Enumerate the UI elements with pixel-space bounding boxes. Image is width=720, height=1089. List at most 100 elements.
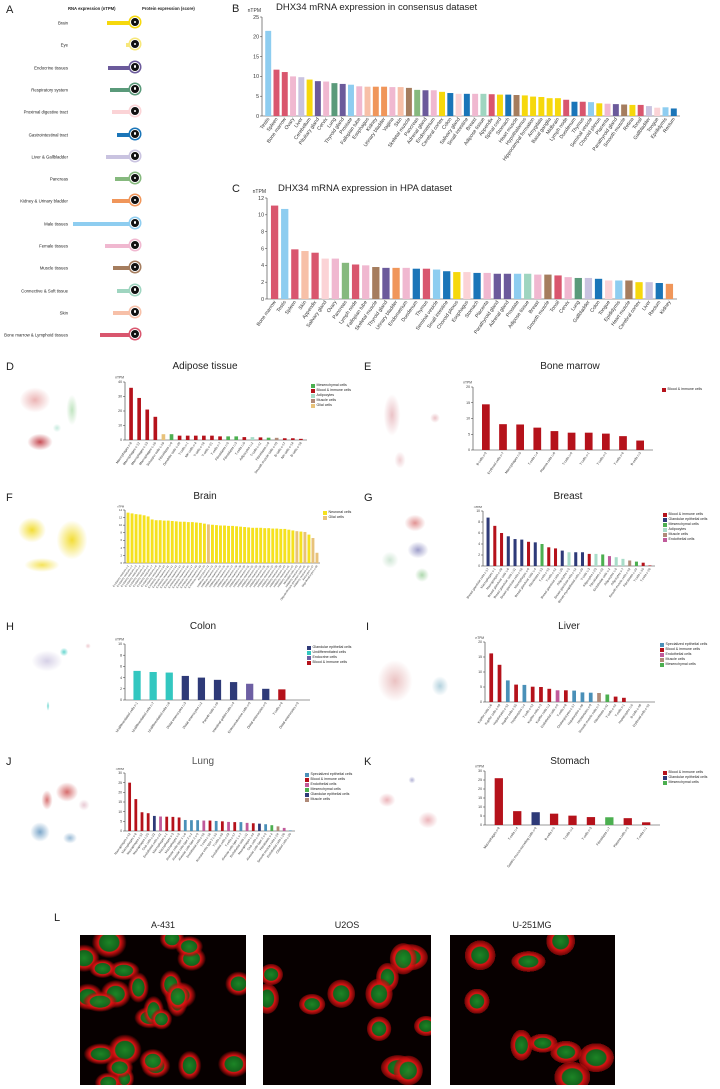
bar — [493, 525, 497, 566]
legend-swatch — [663, 527, 667, 532]
if-image-a431 — [80, 935, 246, 1085]
y-tick-label: 40 — [118, 380, 122, 384]
legend-label: Endothelial cells — [668, 537, 695, 541]
bar — [594, 553, 598, 566]
legend-label: Glandular epithelial cells — [312, 645, 352, 649]
y-tick-label: 8 — [120, 653, 122, 657]
bar — [499, 424, 507, 450]
rna-bar — [113, 266, 133, 271]
tissue-row: Respiratory system — [0, 82, 150, 98]
tissue-icon — [130, 83, 140, 94]
bar — [126, 512, 130, 563]
y-tick-label: 4 — [478, 542, 480, 546]
bar — [572, 690, 577, 702]
bar — [588, 692, 593, 702]
legend-item: Mesenchymal cells — [660, 662, 707, 667]
rna-bar — [116, 132, 133, 137]
y-tick-label: 4 — [120, 676, 122, 680]
bar — [538, 96, 545, 116]
y-tick-label: 20 — [478, 640, 482, 644]
bar — [283, 528, 287, 563]
bar — [621, 558, 625, 566]
tissue-icon — [130, 61, 140, 72]
bar — [550, 431, 559, 450]
bar — [169, 434, 174, 440]
x-tick-label: T-cells c-3 — [581, 826, 593, 841]
y-tick-label: 0 — [478, 564, 480, 568]
bar — [348, 84, 354, 116]
bar — [472, 93, 479, 116]
rna-bar — [107, 21, 133, 25]
x-tick-label: T-cells c-5 — [234, 441, 246, 456]
tissue-row: Kidney & Urinary bladder — [0, 193, 150, 209]
bar — [307, 534, 311, 563]
bar — [586, 817, 596, 825]
umap-colon — [12, 636, 92, 721]
chart-title-bone-marrow: Bone marrow — [540, 361, 600, 372]
tissue-row: Muscle tissues — [0, 260, 150, 276]
bar — [547, 547, 551, 566]
bar — [129, 387, 133, 440]
x-tick-label: Liver — [293, 116, 304, 129]
y-tick-label: 2 — [120, 687, 122, 691]
legend-label: Adipocytes — [668, 527, 687, 531]
tissue-label: Female tissues — [39, 243, 68, 249]
bar — [146, 516, 150, 563]
y-axis-label: nTPM — [475, 765, 484, 769]
x-tick-label: T-cells c-8 — [556, 703, 568, 717]
bar — [494, 778, 503, 825]
y-tick-label: 6 — [261, 246, 264, 252]
bar — [549, 813, 559, 825]
panel-letter-b: B — [232, 3, 240, 15]
y-tick-label: 0 — [256, 114, 259, 120]
legend-swatch — [307, 655, 311, 660]
legend-item: Mesenchymal cells — [663, 780, 707, 785]
bar — [563, 690, 568, 702]
y-tick-label: 0 — [468, 448, 470, 452]
bar — [153, 416, 158, 440]
bar — [274, 437, 279, 440]
y-tick-label: 5 — [480, 685, 482, 689]
bar — [554, 275, 562, 299]
legend-label: Glial cells — [328, 515, 344, 519]
bar — [245, 822, 249, 831]
x-tick-label: Fibroblasts c-7 — [595, 826, 611, 846]
bar — [500, 533, 504, 566]
panel-letter-d: D — [6, 361, 14, 373]
tissue-row: Connective & Soft tissue — [0, 283, 150, 299]
bar — [539, 687, 543, 702]
bar — [612, 104, 619, 116]
legend-item: Undifferentiated cells — [307, 650, 351, 655]
y-tick-label: 25 — [253, 15, 259, 21]
bar — [202, 435, 206, 440]
bar — [178, 521, 182, 563]
bar — [615, 280, 623, 299]
bar — [540, 544, 544, 566]
x-tick-label: Erythroid cells c-7 — [487, 451, 505, 475]
rna-bar — [114, 177, 133, 182]
x-tick-label: Skin — [298, 300, 309, 312]
legend-item: Glandular epithelial cells — [305, 792, 352, 797]
bar — [567, 552, 571, 566]
x-tick-label: B-cells c-9 — [476, 451, 488, 466]
bar — [239, 822, 243, 831]
y-tick-label: 15 — [478, 796, 482, 800]
bar — [270, 825, 274, 831]
bar — [259, 527, 263, 563]
y-tick-label: 10 — [258, 213, 264, 219]
y-tick-label: 15 — [478, 655, 482, 659]
bar — [165, 816, 169, 831]
y-tick-label: 25 — [118, 781, 122, 785]
bar — [655, 283, 663, 299]
bar — [463, 272, 471, 299]
chart-title-breast: Breast — [553, 491, 583, 502]
y-tick-label: 2 — [478, 553, 480, 557]
legend-label: Neuronal cells — [328, 510, 352, 514]
panel-letter-e: E — [364, 361, 372, 373]
bar — [455, 93, 462, 116]
bar — [290, 76, 297, 116]
legend-item: Adipocytes — [663, 527, 707, 532]
bar — [128, 782, 132, 831]
bar — [356, 86, 363, 116]
